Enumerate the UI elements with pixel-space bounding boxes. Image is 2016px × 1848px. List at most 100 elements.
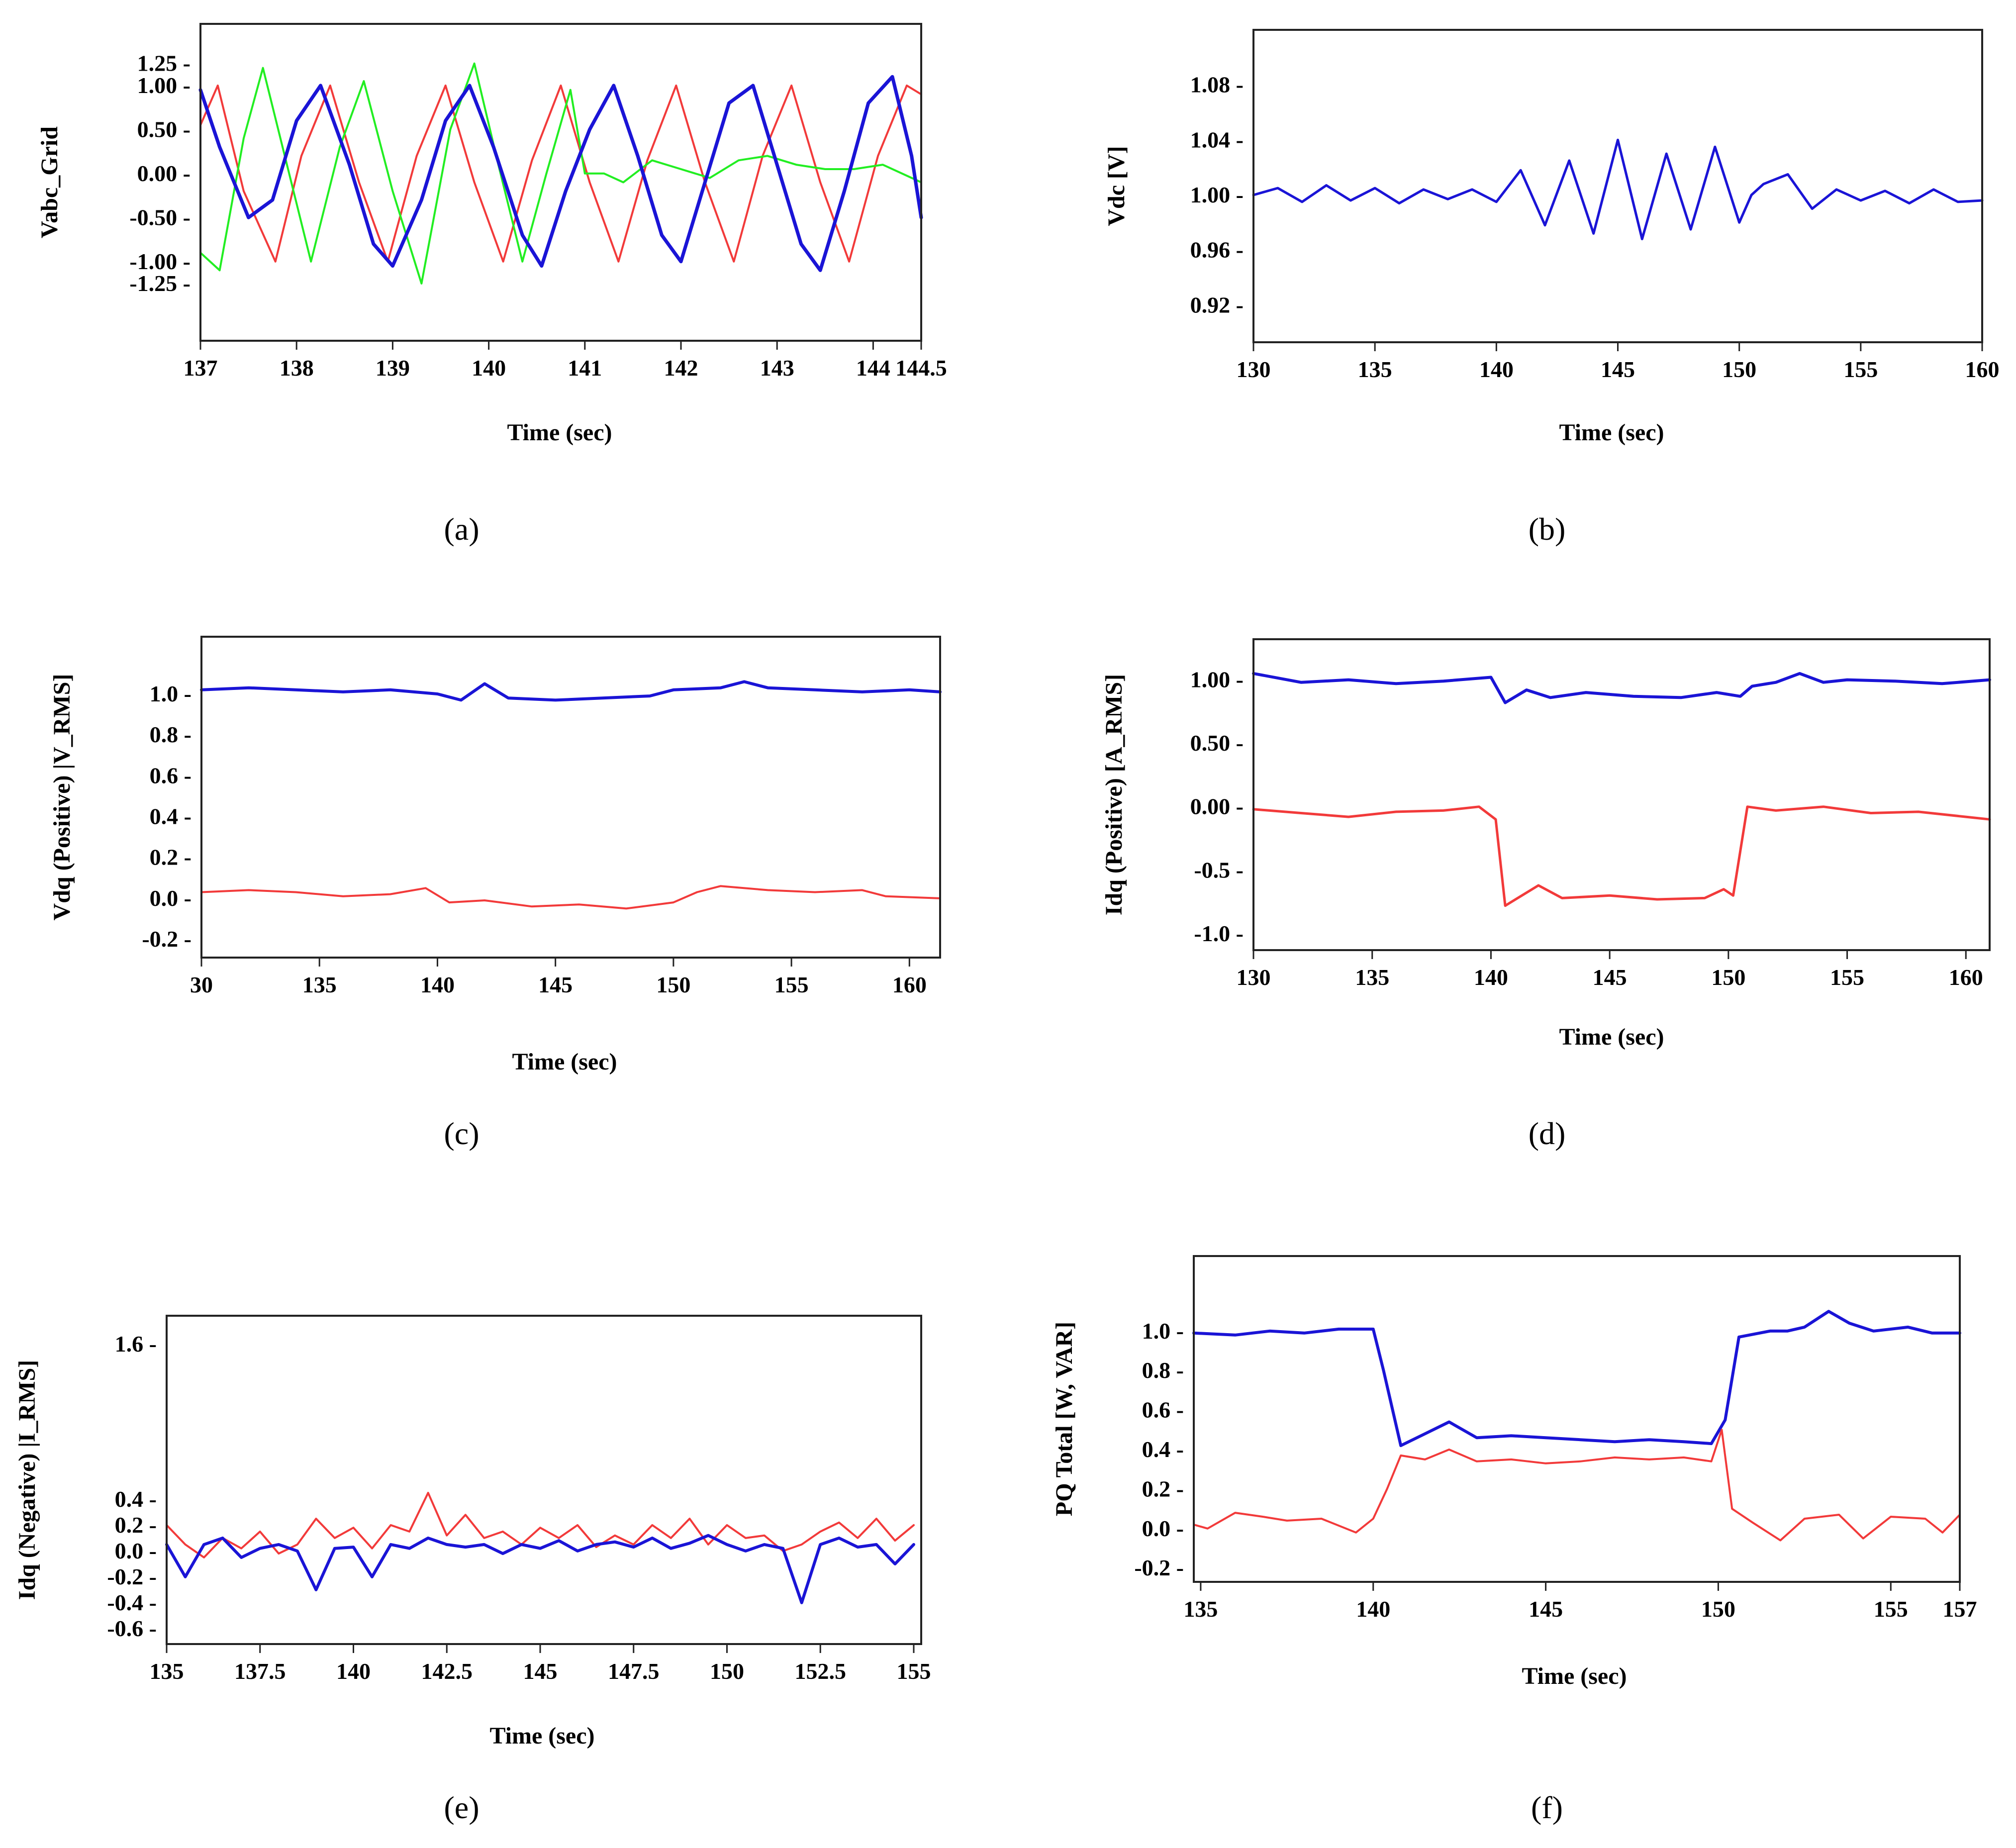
y-tick-label-d-2: 0.00 - <box>1190 794 1244 819</box>
caption-f: (f) <box>1531 1790 1563 1825</box>
y-tick-label-f-3: 0.4 - <box>1142 1437 1184 1462</box>
x-tick-label-a-7: 144 <box>856 355 890 381</box>
x-tick-label-e-5: 147.5 <box>608 1658 660 1684</box>
x-tick-label-b-5: 155 <box>1843 357 1878 382</box>
x-tick-label-b-3: 145 <box>1601 357 1635 382</box>
x-tick-label-c-1: 135 <box>302 972 337 997</box>
y-axis-label-d: Idq (Positive) [A_RMS] <box>1101 674 1127 915</box>
y-tick-label-c-6: -0.2 - <box>142 926 192 952</box>
y-axis-label-a: Vabc_Grid <box>36 126 63 238</box>
y-tick-label-d-0: 1.00 - <box>1190 667 1244 692</box>
y-tick-label-e-2: 0.2 - <box>115 1512 157 1538</box>
y-axis-label-c: Vdq (Positive) |V_RMS] <box>49 674 75 921</box>
y-tick-label-f-1: 0.8 - <box>1142 1358 1184 1383</box>
y-tick-label-e-6: -0.6 - <box>107 1616 157 1641</box>
x-axis-label-f: Time (sec) <box>1522 1663 1627 1689</box>
x-tick-label-b-6: 160 <box>1965 357 2000 382</box>
y-tick-label-e-5: -0.4 - <box>107 1590 157 1615</box>
x-tick-label-d-0: 130 <box>1237 965 1271 990</box>
x-tick-label-d-3: 145 <box>1593 965 1627 990</box>
y-tick-label-a-1: 1.00 - <box>137 73 191 98</box>
x-tick-label-c-2: 140 <box>420 972 455 997</box>
x-tick-label-b-0: 130 <box>1237 357 1271 382</box>
y-tick-label-c-4: 0.2 - <box>150 845 192 870</box>
x-axis-label-d: Time (sec) <box>1559 1024 1664 1050</box>
chart-panel-d: 130 135 140 145 150 155 160 1.00 - 0.50 - 0.00 - -… <box>1101 638 1991 1151</box>
y-axis-label-e: Idq (Negative) |I_RMS] <box>14 1360 40 1600</box>
x-tick-label-a-2: 139 <box>376 355 410 381</box>
x-tick-label-a-5: 142 <box>664 355 698 381</box>
y-tick-label-b-3: 0.96 - <box>1190 237 1244 263</box>
x-tick-label-f-4: 155 <box>1874 1596 1908 1622</box>
plot-frame-b <box>1252 29 1983 343</box>
y-tick-label-f-5: 0.0 - <box>1142 1516 1184 1541</box>
x-tick-label-e-2: 140 <box>336 1658 371 1684</box>
x-tick-label-c-5: 155 <box>774 972 809 997</box>
y-tick-label-d-4: -1.0 - <box>1194 921 1244 946</box>
y-tick-label-a-5: -1.00 - <box>129 249 191 274</box>
x-tick-label-b-4: 150 <box>1722 357 1756 382</box>
x-axis-label-c: Time (sec) <box>512 1049 617 1075</box>
x-tick-label-f-5: 157 <box>1943 1596 1977 1622</box>
x-axis-label-a: Time (sec) <box>507 419 612 446</box>
series-d-0 <box>1252 672 1991 704</box>
caption-c: (c) <box>444 1116 479 1151</box>
x-tick-label-e-4: 145 <box>523 1658 557 1684</box>
series-f-0 <box>1192 1310 1961 1448</box>
x-tick-label-d-6: 160 <box>1949 965 1983 990</box>
x-tick-label-f-2: 145 <box>1529 1596 1563 1622</box>
x-tick-label-b-1: 135 <box>1358 357 1392 382</box>
plot-frame-f <box>1193 1255 1961 1583</box>
y-tick-label-e-1: 0.4 - <box>115 1486 157 1512</box>
x-tick-label-c-3: 145 <box>538 972 573 997</box>
y-tick-label-d-3: -0.5 - <box>1194 857 1244 882</box>
y-tick-label-a-0: 1.25 - <box>137 51 191 76</box>
series-c-1 <box>200 885 941 910</box>
y-tick-label-b-2: 1.00 - <box>1190 182 1244 207</box>
series-b-0 <box>1252 138 1984 240</box>
series-c-0 <box>200 680 942 702</box>
x-tick-label-e-1: 137.5 <box>234 1658 286 1684</box>
plot-frame-c <box>200 636 941 959</box>
y-tick-label-f-6: -0.2 - <box>1134 1555 1184 1580</box>
x-tick-label-e-7: 152.5 <box>794 1658 846 1684</box>
chart-panel-e: 135 137.5 140 142.5 145 147.5 150 152.5 155 1.6 -… <box>14 1315 931 1825</box>
y-tick-label-e-0: 1.6 - <box>115 1331 157 1357</box>
series-f-1 <box>1193 1429 1961 1542</box>
y-tick-label-a-3: 0.00 - <box>137 161 191 186</box>
x-tick-label-c-6: 160 <box>892 972 927 997</box>
x-axis-label-b: Time (sec) <box>1559 419 1664 446</box>
y-tick-label-a-2: 0.50 - <box>137 116 191 142</box>
y-tick-label-e-4: -0.2 - <box>107 1564 157 1589</box>
x-tick-label-c-0: 30 <box>190 972 213 997</box>
x-tick-label-d-4: 150 <box>1711 965 1745 990</box>
x-tick-label-a-1: 138 <box>280 355 314 381</box>
x-tick-label-a-0: 137 <box>184 355 218 381</box>
x-tick-label-e-3: 142.5 <box>421 1658 473 1684</box>
x-tick-label-a-4: 141 <box>568 355 602 381</box>
caption-b: (b) <box>1529 511 1566 547</box>
plot-frame-d <box>1252 638 1991 951</box>
y-tick-label-b-1: 1.04 - <box>1190 127 1244 152</box>
caption-e: (e) <box>444 1790 479 1825</box>
y-tick-label-e-3: 0.0 - <box>115 1538 157 1563</box>
x-tick-label-e-8: 155 <box>896 1658 931 1684</box>
y-tick-label-f-2: 0.6 - <box>1142 1397 1184 1423</box>
y-tick-label-b-4: 0.92 - <box>1190 292 1244 317</box>
caption-d: (d) <box>1529 1116 1566 1151</box>
x-tick-label-d-5: 155 <box>1830 965 1864 990</box>
series-d-1 <box>1252 805 1991 907</box>
chart-panel-c: 30 135 140 145 150 155 160 1.0 - 0.8 - 0.6 - 0.4 -… <box>49 636 942 1151</box>
y-tick-label-a-4: -0.50 - <box>129 204 191 230</box>
chart-panel-a: 137 138 139 140 141 142 143 144 144.5 1.25 -1.00 … <box>36 23 947 547</box>
series-a-1 <box>199 62 922 285</box>
x-tick-label-f-1: 140 <box>1356 1596 1390 1622</box>
y-axis-label-f: PQ Total [W, VAR] <box>1051 1322 1077 1516</box>
x-tick-label-c-4: 150 <box>656 972 690 997</box>
y-tick-label-c-2: 0.6 - <box>150 763 192 788</box>
y-tick-label-c-5: 0.0 - <box>150 885 192 911</box>
x-tick-label-e-6: 150 <box>710 1658 744 1684</box>
x-tick-label-f-0: 135 <box>1183 1596 1218 1622</box>
x-tick-label-d-1: 135 <box>1355 965 1389 990</box>
chart-panel-b: 130 135 140 145 150 155 160 1.08 - 1.04 - 1.00 - 0… <box>1103 29 2000 547</box>
